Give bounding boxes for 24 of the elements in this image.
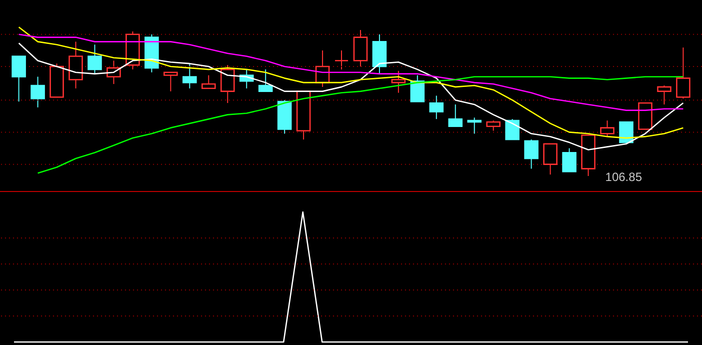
candlestick bbox=[12, 56, 26, 102]
candlestick bbox=[505, 118, 520, 140]
candlestick bbox=[486, 120, 501, 132]
candlestick bbox=[429, 95, 444, 120]
candlestick bbox=[524, 139, 538, 170]
annotation: 106.85 bbox=[605, 170, 642, 184]
candlestick bbox=[562, 148, 576, 172]
candlestick bbox=[676, 47, 690, 100]
candlestick bbox=[201, 74, 216, 90]
candlestick bbox=[220, 64, 235, 104]
candlestick bbox=[543, 143, 558, 176]
candlestick bbox=[258, 68, 273, 92]
candlestick bbox=[391, 70, 406, 94]
candlestick bbox=[657, 84, 672, 105]
candlestick bbox=[182, 63, 197, 89]
candlestick bbox=[448, 104, 463, 128]
candlestick bbox=[68, 41, 83, 89]
candlestick bbox=[467, 117, 482, 134]
candlestick bbox=[30, 76, 45, 108]
candlestick bbox=[164, 72, 178, 92]
candlestick bbox=[600, 120, 614, 138]
candlestick bbox=[334, 50, 349, 70]
candlestick bbox=[88, 44, 102, 74]
candlestick bbox=[353, 30, 368, 67]
